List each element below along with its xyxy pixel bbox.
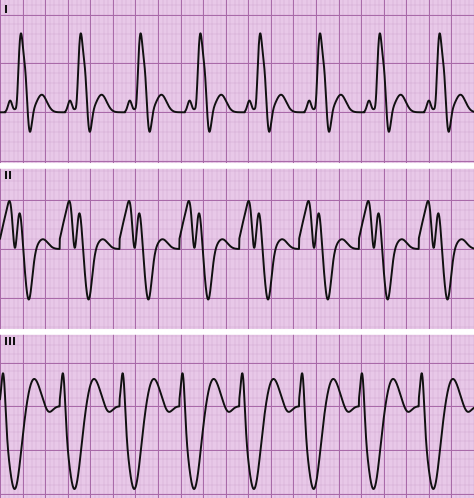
Text: I: I [4, 5, 8, 15]
Text: II: II [4, 171, 12, 181]
Text: III: III [4, 337, 16, 347]
